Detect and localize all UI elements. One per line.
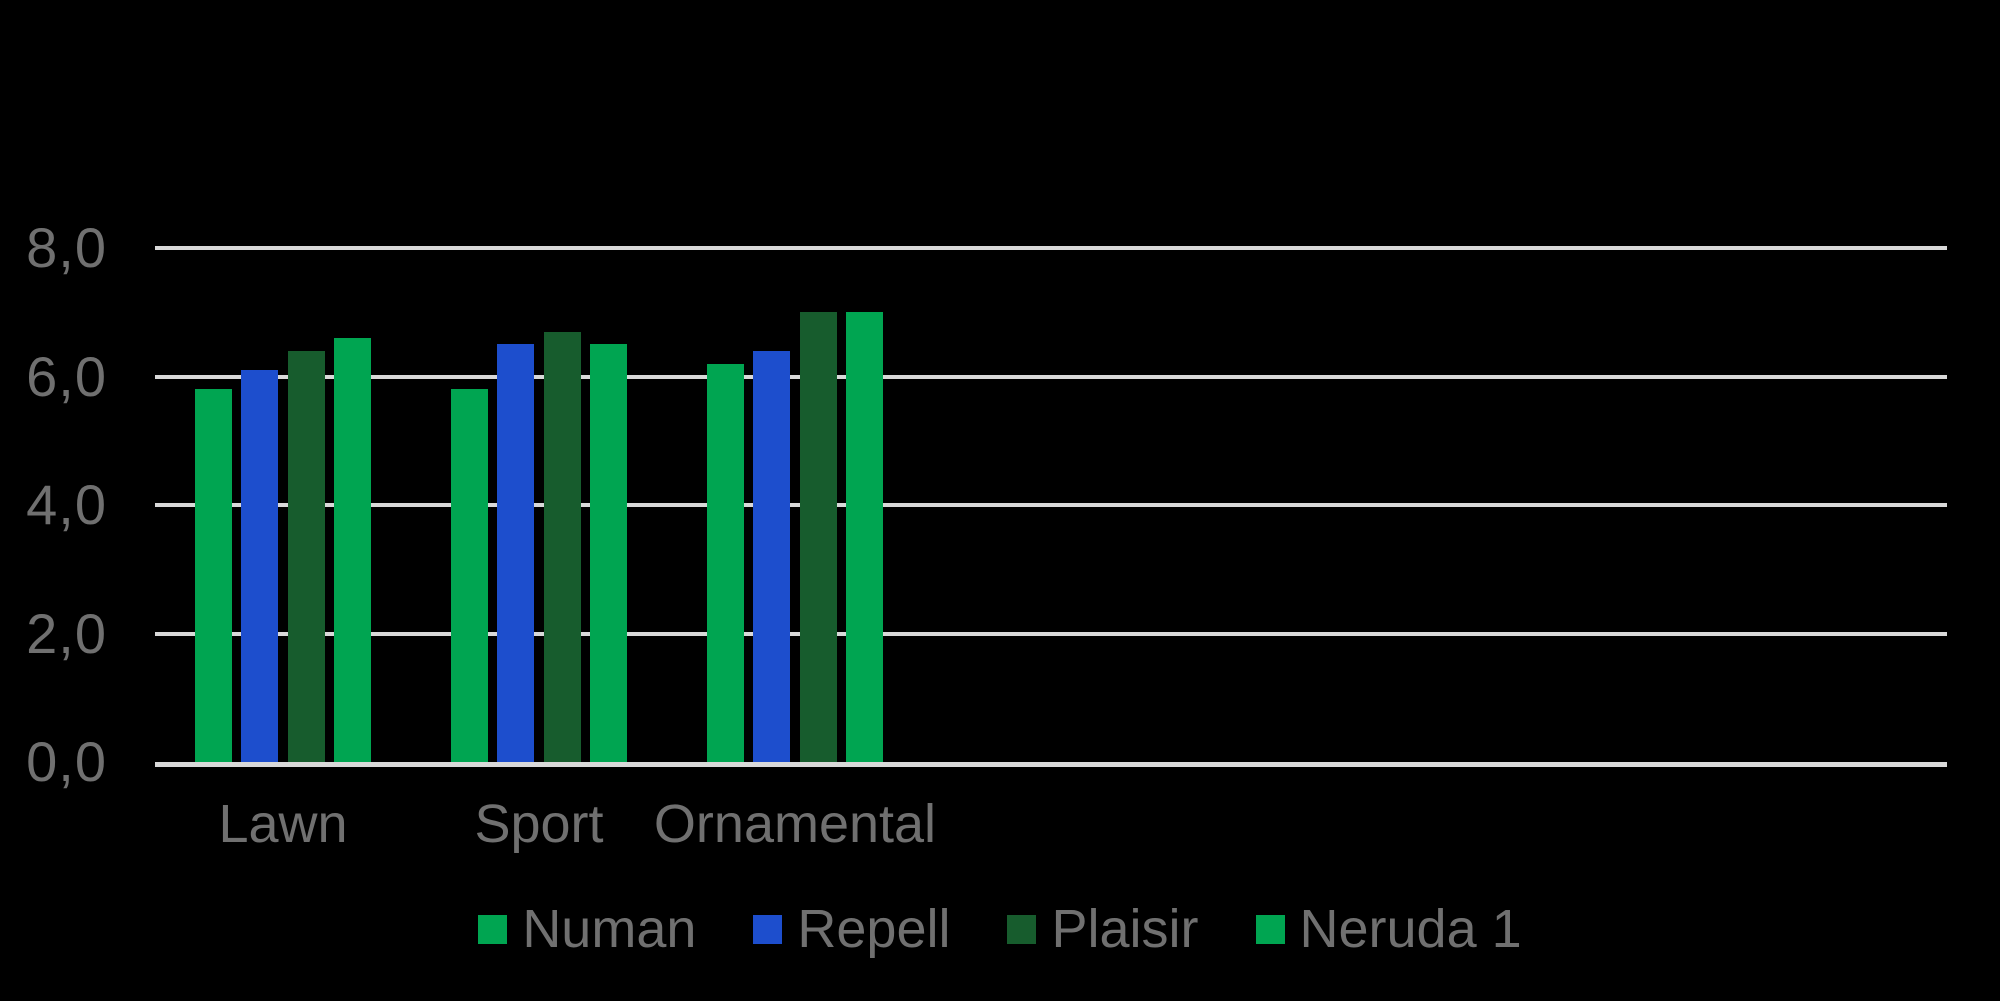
y-axis-tick-label-6,0: 6,0 xyxy=(26,345,107,408)
bar-neruda-1-lawn xyxy=(334,338,372,762)
legend-item-plaisir: Plaisir xyxy=(1007,896,1199,962)
legend: Numan Repell Plaisir Neruda 1 xyxy=(0,896,2000,962)
bar-numan-lawn xyxy=(194,389,232,762)
gridline-8,0 xyxy=(155,246,1947,250)
y-axis-tick-label-8,0: 8,0 xyxy=(26,216,107,279)
bar-neruda-1-ornamental xyxy=(846,312,884,763)
bar-repell-ornamental xyxy=(753,350,791,762)
legend-swatch-repell xyxy=(753,914,783,944)
legend-label-neruda-1: Neruda 1 xyxy=(1299,899,1522,959)
legend-label-repell: Repell xyxy=(797,899,951,959)
bar-numan-sport xyxy=(450,389,488,762)
legend-swatch-plaisir xyxy=(1007,914,1037,944)
legend-swatch-neruda-1 xyxy=(1255,914,1285,944)
bar-plaisir-lawn xyxy=(287,350,325,762)
legend-label-numan: Numan xyxy=(522,899,697,959)
x-axis-category-label-sport: Sport xyxy=(474,794,604,854)
bar-numan-ornamental xyxy=(706,363,744,762)
gridline-6,0 xyxy=(155,375,1947,379)
legend-item-numan: Numan xyxy=(478,896,696,962)
legend-label-plaisir: Plaisir xyxy=(1051,899,1199,959)
bar-plaisir-ornamental xyxy=(799,312,837,763)
bar-neruda-1-sport xyxy=(590,344,628,762)
bar-repell-lawn xyxy=(241,370,279,762)
gridline-4,0 xyxy=(155,503,1947,507)
legend-item-neruda-1: Neruda 1 xyxy=(1255,896,1522,962)
y-axis-tick-label-0,0: 0,0 xyxy=(26,730,107,793)
gridline-0,0 xyxy=(155,762,1947,767)
bar-repell-sport xyxy=(497,344,535,762)
y-axis-tick-label-2,0: 2,0 xyxy=(26,602,107,665)
legend-item-repell: Repell xyxy=(753,896,950,962)
bar-plaisir-sport xyxy=(543,331,581,762)
x-axis-category-label-ornamental: Ornamental xyxy=(653,794,937,854)
gridline-2,0 xyxy=(155,632,1947,636)
legend-swatch-numan xyxy=(478,914,508,944)
y-axis-tick-label-4,0: 4,0 xyxy=(26,473,107,536)
x-axis-category-label-lawn: Lawn xyxy=(218,794,348,854)
